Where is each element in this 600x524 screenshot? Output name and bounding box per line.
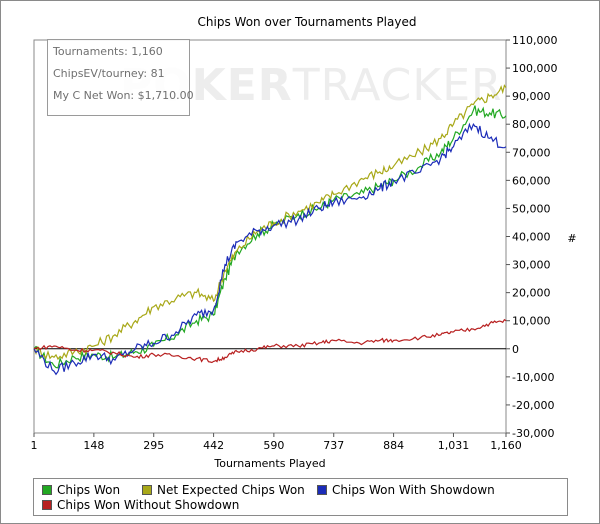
y-tick-label: 0 bbox=[512, 343, 519, 356]
y-tick-label: -20,000 bbox=[512, 399, 554, 412]
x-tick-label: 1,031 bbox=[438, 439, 470, 452]
legend-label: Chips Won With Showdown bbox=[332, 483, 495, 497]
y-tick-label: -30,000 bbox=[512, 427, 554, 440]
x-tick-label: 1 bbox=[31, 439, 38, 452]
legend: Chips Won Net Expected Chips Won Chips W… bbox=[33, 478, 568, 516]
legend-item-chips-won: Chips Won bbox=[42, 483, 120, 497]
y-tick-label: 70,000 bbox=[512, 146, 551, 159]
legend-swatch bbox=[42, 485, 52, 495]
stats-chips-ev: ChipsEV/tourney: 81 bbox=[53, 67, 165, 80]
legend-swatch bbox=[317, 485, 327, 495]
y-tick-label: 10,000 bbox=[512, 315, 551, 328]
x-tick-label: 148 bbox=[83, 439, 104, 452]
y-axis-label: # bbox=[567, 232, 576, 245]
series-line-chips-won bbox=[33, 105, 507, 369]
y-tick-label: 100,000 bbox=[512, 62, 558, 75]
x-tick-label: 884 bbox=[383, 439, 404, 452]
y-tick-label: 30,000 bbox=[512, 259, 551, 272]
legend-swatch bbox=[142, 485, 152, 495]
x-tick-label: 295 bbox=[143, 439, 164, 452]
y-tick-label: 110,000 bbox=[512, 34, 558, 47]
legend-label: Chips Won bbox=[57, 483, 121, 497]
y-tick-label: -10,000 bbox=[512, 371, 554, 384]
y-tick-label: 80,000 bbox=[512, 118, 551, 131]
x-axis-label: Tournaments Played bbox=[213, 457, 325, 470]
y-axis-ticks: 110,000 100,000 90,000 80,000 70,000 60,000 50… bbox=[506, 34, 558, 440]
y-tick-label: 90,000 bbox=[512, 90, 551, 103]
series-line-chips-won-without-showdown bbox=[33, 318, 507, 364]
x-axis-ticks: 1 148 295 442 590 737 884 1,031 1,160 bbox=[31, 433, 522, 452]
y-tick-label: 60,000 bbox=[512, 174, 551, 187]
series-line-chips-won-with-showdown bbox=[33, 122, 507, 376]
legend-swatch bbox=[42, 500, 52, 510]
x-tick-label: 590 bbox=[263, 439, 284, 452]
legend-item-net-expected: Net Expected Chips Won bbox=[142, 483, 305, 497]
legend-item-with-showdown: Chips Won With Showdown bbox=[317, 483, 495, 497]
series-lines bbox=[33, 84, 507, 376]
y-tick-label: 20,000 bbox=[512, 287, 551, 300]
legend-label: Chips Won Without Showdown bbox=[57, 498, 240, 512]
x-tick-label: 1,160 bbox=[490, 439, 522, 452]
x-tick-label: 737 bbox=[323, 439, 344, 452]
legend-label: Net Expected Chips Won bbox=[157, 483, 305, 497]
stats-box: Tournaments: 1,160 ChipsEV/tourney: 81 M… bbox=[47, 39, 194, 116]
chart-title: Chips Won over Tournaments Played bbox=[198, 15, 417, 29]
series-line-net-expected-chips-won bbox=[33, 84, 507, 361]
stats-tournaments: Tournaments: 1,160 bbox=[53, 45, 163, 58]
x-tick-label: 442 bbox=[203, 439, 224, 452]
stats-net-won: My C Net Won: $1,710.00 bbox=[53, 89, 194, 102]
y-tick-label: 50,000 bbox=[512, 202, 551, 215]
legend-item-without-showdown: Chips Won Without Showdown bbox=[42, 498, 239, 512]
y-tick-label: 40,000 bbox=[512, 231, 551, 244]
